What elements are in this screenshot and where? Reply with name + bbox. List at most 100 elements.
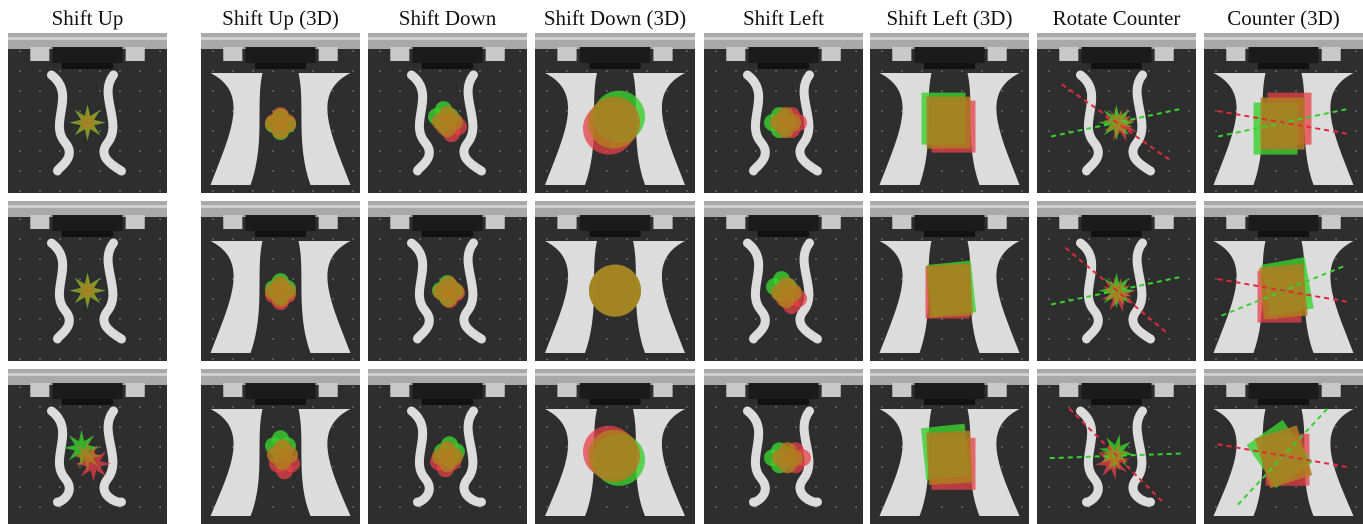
object (771, 277, 802, 309)
predicted-axis (1061, 83, 1172, 162)
result-image (368, 33, 527, 193)
object (433, 276, 464, 308)
gripper-finger-left (1213, 73, 1266, 185)
object (1104, 109, 1133, 139)
gripper-finger-left (743, 406, 770, 507)
gripper-finger-left (210, 241, 263, 353)
gripper-finger-right (298, 241, 351, 353)
result-image (1204, 33, 1363, 193)
gripper-finger-right (795, 238, 822, 344)
gripper-finger-right (99, 70, 126, 176)
result-image (870, 369, 1029, 524)
object (432, 106, 463, 138)
gripper-finger-left (210, 73, 263, 185)
gripper-finger-right (99, 238, 126, 344)
column-header: Shift Left (742, 6, 825, 30)
predicted-axis (1068, 407, 1165, 504)
gripper-finger-left (47, 70, 74, 176)
result-image (1204, 369, 1363, 524)
gripper-finger-left (407, 70, 434, 176)
gripper-finger-right (967, 409, 1020, 516)
object (432, 441, 463, 473)
object (1103, 278, 1132, 307)
gripper-finger-left (879, 73, 932, 185)
result-image (1037, 33, 1196, 193)
gripper-finger-left (1076, 70, 1103, 176)
object (589, 264, 641, 317)
object (72, 441, 103, 471)
gripper-finger-right (1301, 409, 1354, 516)
object (72, 107, 103, 138)
gripper-finger-right (633, 409, 685, 516)
result-image (1037, 201, 1196, 361)
result-image (704, 33, 863, 193)
column-header: Shift Down (3D) (543, 6, 687, 30)
result-image (704, 201, 863, 361)
object (588, 429, 640, 482)
result-image (535, 369, 695, 524)
gripper-finger-right (795, 70, 822, 176)
gripper-finger-right (459, 238, 486, 344)
result-image (201, 201, 360, 361)
predicted-axis (1217, 278, 1350, 304)
gripper-finger-right (99, 406, 126, 507)
result-image (870, 33, 1029, 193)
predicted-axis (1217, 443, 1350, 469)
column-header: Shift Up (3D) (222, 6, 339, 30)
gripper-finger-left (407, 238, 434, 344)
gripper-finger-right (633, 73, 685, 185)
object (265, 108, 296, 140)
gripper-finger-right (1128, 238, 1155, 344)
predicted-axis (1217, 110, 1350, 136)
result-image (535, 33, 695, 193)
result-image (1204, 201, 1363, 361)
gripper-finger-left (407, 406, 434, 507)
result-image (8, 33, 167, 193)
gripper-finger-left (879, 409, 932, 516)
gripper-finger-right (633, 241, 685, 353)
object (772, 442, 803, 474)
gripper-finger-right (967, 241, 1020, 353)
gripper-finger-left (743, 238, 770, 344)
column-header: Shift Down (398, 6, 497, 30)
gripper-finger-left (47, 238, 74, 344)
gripper-finger-left (545, 241, 597, 353)
gripper-finger-left (47, 406, 74, 507)
column-header: Rotate Counter (1052, 6, 1181, 30)
result-image (704, 369, 863, 524)
gripper-finger-right (459, 406, 486, 507)
column-header: Shift Up (51, 6, 124, 30)
column-header: Counter (3D) (1227, 6, 1340, 30)
column-header: Shift Left (3D) (886, 6, 1013, 30)
result-image (368, 201, 527, 361)
result-image (8, 201, 167, 361)
result-image (870, 201, 1029, 361)
predicted-axis (1064, 246, 1169, 335)
gripper-finger-left (879, 241, 932, 353)
gripper-finger-right (967, 73, 1020, 185)
result-image (368, 369, 527, 524)
object (265, 276, 296, 308)
gripper-finger-left (545, 73, 597, 185)
gripper-finger-left (210, 409, 263, 516)
gripper-finger-right (298, 409, 351, 516)
result-image (535, 201, 695, 361)
object (770, 107, 801, 139)
result-image (8, 369, 167, 524)
gripper-finger-left (1076, 238, 1103, 344)
gripper-finger-left (1213, 409, 1266, 516)
gripper-finger-right (1301, 241, 1354, 353)
object (926, 430, 973, 485)
object (926, 96, 971, 149)
gripper-finger-left (1213, 241, 1266, 353)
result-image (201, 369, 360, 524)
gripper-finger-right (1128, 70, 1155, 176)
result-image (1037, 369, 1196, 524)
gripper-finger-right (795, 406, 822, 507)
gripper-finger-right (1301, 73, 1354, 185)
gripper-finger-right (1128, 406, 1155, 507)
object (926, 263, 973, 318)
gripper-finger-right (298, 73, 351, 185)
gripper-finger-left (545, 409, 597, 516)
object (72, 275, 103, 306)
